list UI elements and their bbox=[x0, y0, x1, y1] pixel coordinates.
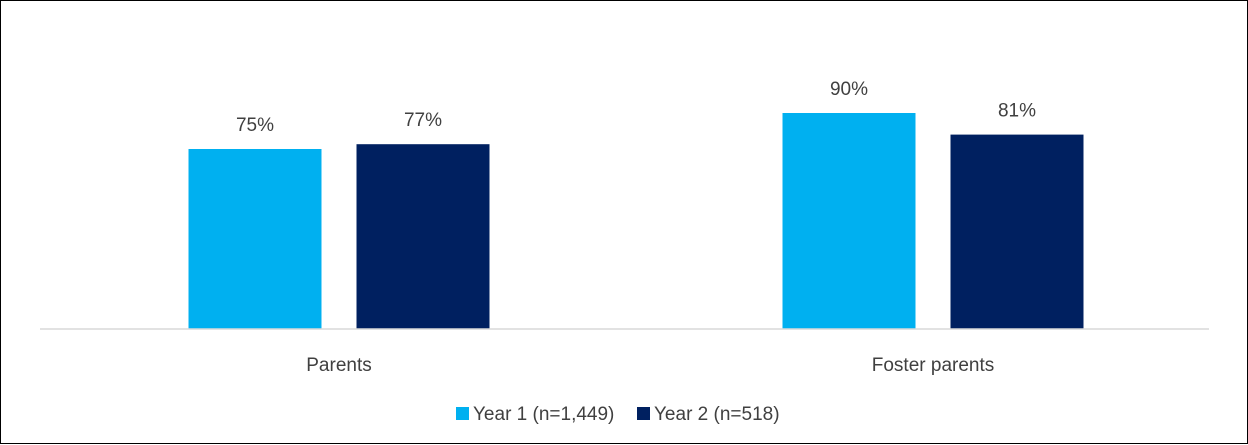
data-label: 75% bbox=[236, 115, 274, 136]
legend-swatch-series-1 bbox=[456, 407, 469, 420]
data-label: 77% bbox=[404, 110, 442, 131]
data-label: 81% bbox=[998, 101, 1036, 122]
bar-foster-parents-series-1 bbox=[782, 113, 916, 329]
legend-label-series-2: Year 2 (n=518) bbox=[654, 404, 780, 425]
bar-foster-parents-series-2 bbox=[950, 134, 1084, 329]
data-label: 90% bbox=[830, 79, 868, 100]
category-label: Parents bbox=[306, 355, 371, 376]
bar-parents-series-1 bbox=[188, 149, 322, 329]
category-label: Foster parents bbox=[872, 355, 995, 376]
legend: Year 1 (n=1,449) Year 2 (n=518) bbox=[456, 404, 780, 425]
legend-label-series-1: Year 1 (n=1,449) bbox=[473, 404, 614, 425]
bars-group bbox=[188, 113, 1084, 329]
legend-swatch-series-2 bbox=[637, 407, 650, 420]
category-labels-group: Parents Foster parents bbox=[306, 355, 994, 376]
bar-parents-series-2 bbox=[356, 144, 490, 329]
data-labels-group: 75% 90% 77% 81% bbox=[236, 79, 1036, 136]
